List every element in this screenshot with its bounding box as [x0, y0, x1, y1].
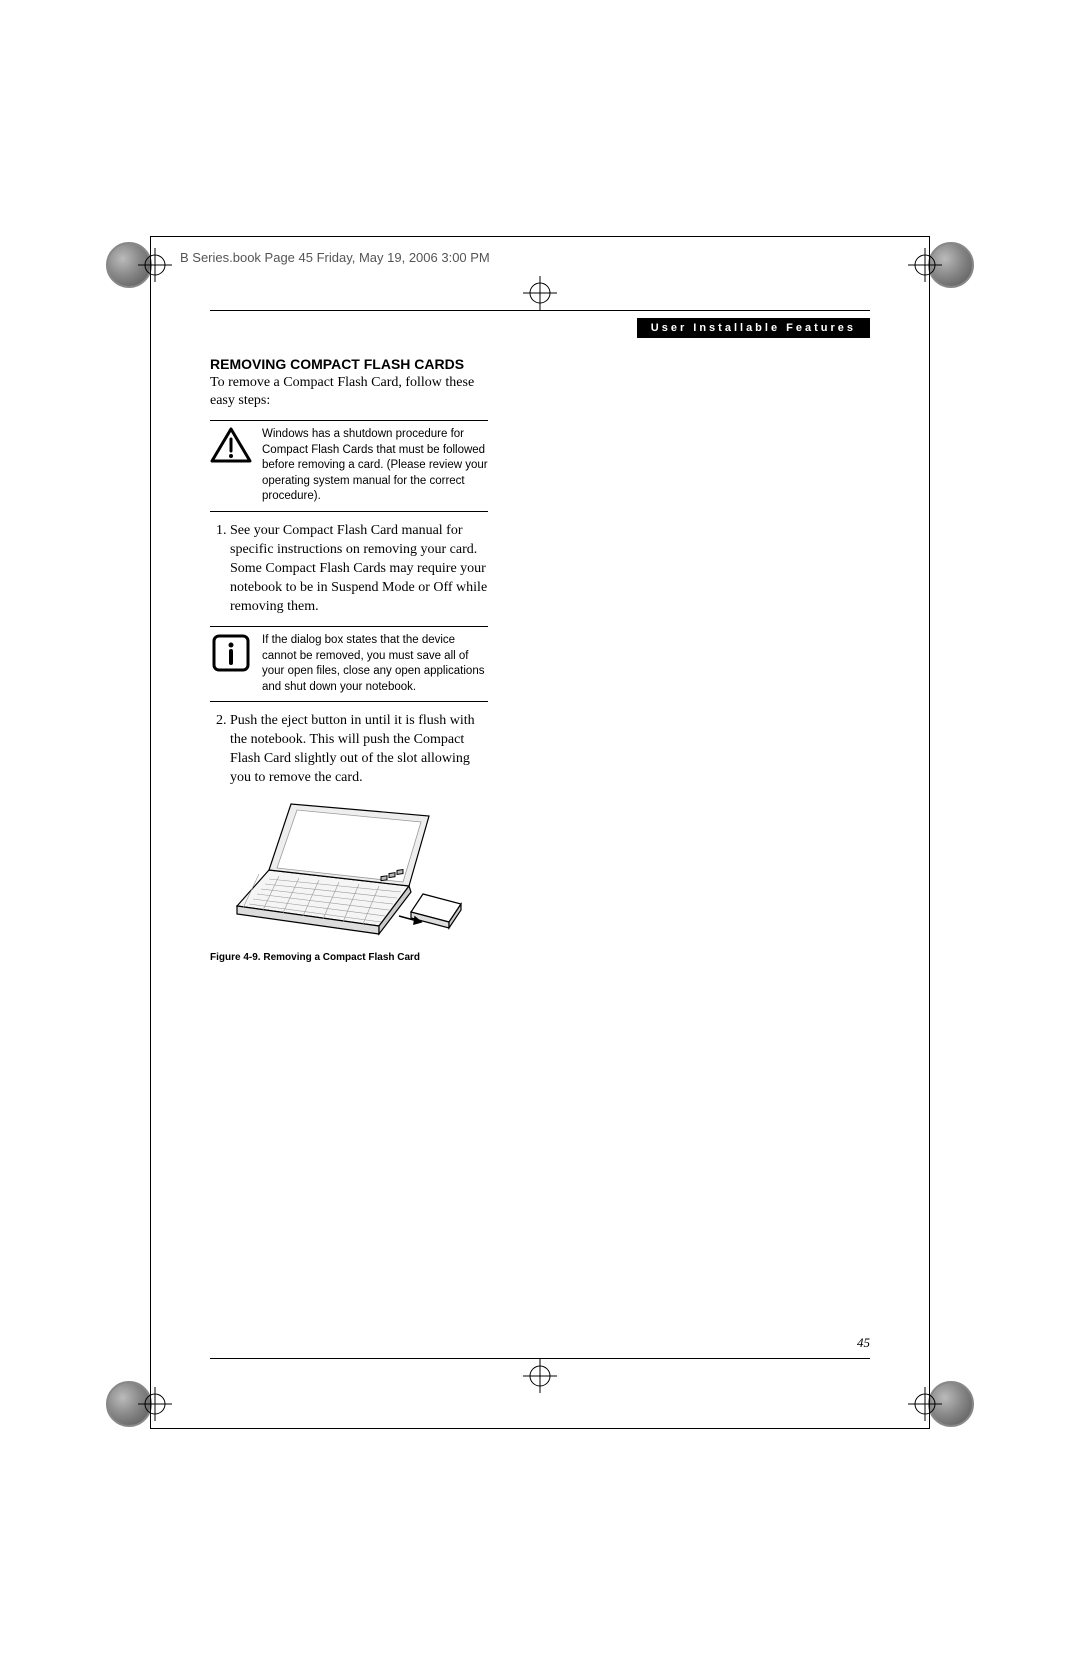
content-column: REMOVING COMPACT FLASH CARDS To remove a… [210, 356, 488, 963]
info-icon [210, 633, 252, 673]
reg-mark-tr [908, 248, 942, 282]
step-1: See your Compact Flash Card manual for s… [230, 522, 488, 616]
steps-list: See your Compact Flash Card manual for s… [210, 522, 488, 616]
section-title: REMOVING COMPACT FLASH CARDS [210, 356, 488, 372]
warning-text: Windows has a shutdown procedure for Com… [262, 427, 488, 505]
running-header: User Installable Features [637, 318, 870, 338]
top-rule [210, 310, 870, 311]
warning-note: Windows has a shutdown procedure for Com… [210, 420, 488, 512]
intro-text: To remove a Compact Flash Card, follow t… [210, 374, 488, 410]
reg-mark-bot-mid [523, 1359, 557, 1393]
warning-icon [210, 427, 252, 465]
figure-illustration: Figure 4-9. Removing a Compact Flash Car… [210, 796, 488, 963]
reg-mark-bl [138, 1387, 172, 1421]
reg-mark-tl [138, 248, 172, 282]
reg-mark-br [908, 1387, 942, 1421]
reg-mark-top-mid [523, 276, 557, 310]
step-2: Push the eject button in until it is flu… [230, 712, 488, 788]
page: B Series.book Page 45 Friday, May 19, 20… [0, 0, 1080, 1669]
info-text: If the dialog box states that the device… [262, 633, 488, 695]
steps-list-2: Push the eject button in until it is flu… [210, 712, 488, 788]
page-number: 45 [857, 1335, 870, 1351]
figure-caption: Figure 4-9. Removing a Compact Flash Car… [210, 952, 488, 963]
info-note: If the dialog box states that the device… [210, 626, 488, 702]
